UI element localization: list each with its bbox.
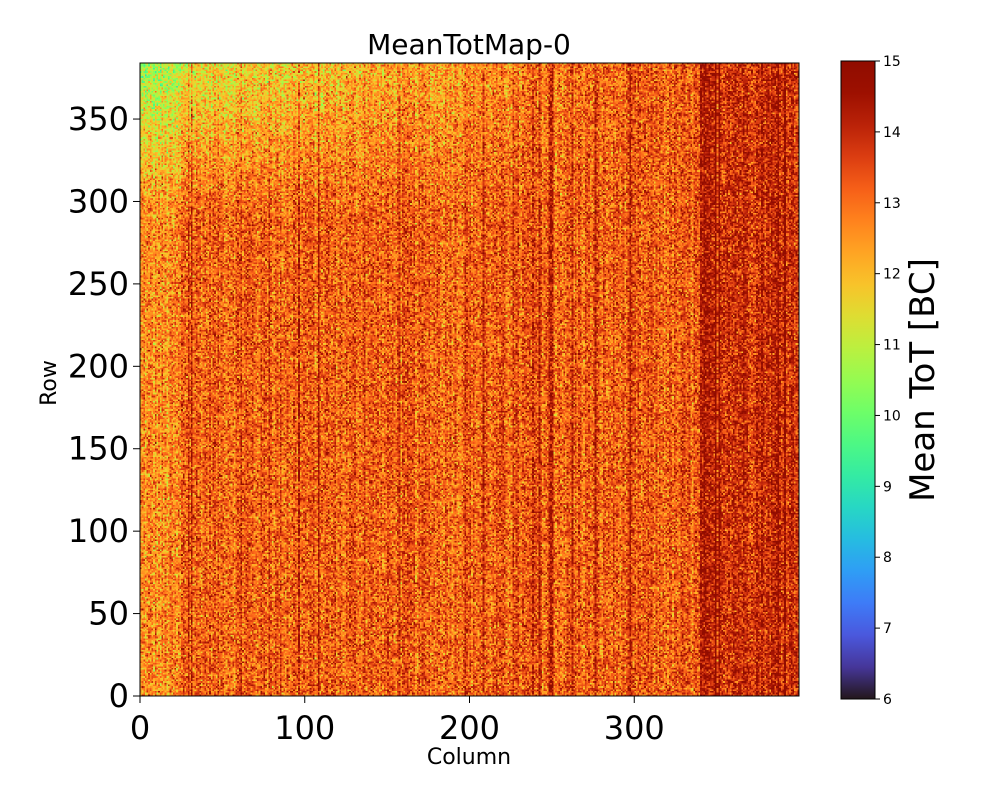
x-tick-label: 100 xyxy=(274,709,335,747)
y-tick-label: 0 xyxy=(109,677,129,715)
colorbar-axis: 6 7 8 9 10 11 12 13 14 15 xyxy=(875,54,901,708)
y-tick-label: 200 xyxy=(68,347,129,385)
y-tick-label: 350 xyxy=(68,100,129,138)
y-axis-label: Row xyxy=(37,360,62,406)
colorbar-tick-label: 8 xyxy=(883,550,892,566)
y-axis: 0 50 100 150 200 250 300 350 xyxy=(68,100,140,715)
y-tick-label: 250 xyxy=(68,265,129,303)
y-tick-label: 300 xyxy=(68,182,129,220)
colorbar-tick-label: 9 xyxy=(883,479,892,495)
colorbar-tick-label: 13 xyxy=(883,196,901,212)
colorbar-tick-label: 11 xyxy=(883,338,901,354)
colorbar-gradient xyxy=(840,60,876,700)
colorbar: 6 7 8 9 10 11 12 13 14 15 Mean ToT [BC] xyxy=(840,54,943,708)
x-tick-label: 0 xyxy=(130,709,150,747)
colorbar-tick-label: 14 xyxy=(883,125,901,141)
colorbar-tick-label: 6 xyxy=(883,692,892,708)
chart-title: MeanTotMap-0 xyxy=(367,28,571,61)
heatmap xyxy=(139,62,800,697)
x-axis-label: Column xyxy=(427,745,511,770)
colorbar-tick-label: 15 xyxy=(883,54,901,70)
heatmap-canvas xyxy=(140,63,799,696)
y-tick-label: 50 xyxy=(88,595,129,633)
y-tick-label: 100 xyxy=(68,512,129,550)
x-tick-label: 300 xyxy=(604,709,665,747)
colorbar-label: Mean ToT [BC] xyxy=(903,258,943,502)
colorbar-tick-label: 10 xyxy=(883,408,901,424)
x-axis: 0 100 200 300 xyxy=(130,696,665,747)
x-tick-label: 200 xyxy=(439,709,500,747)
colorbar-tick-label: 12 xyxy=(883,267,901,283)
colorbar-tick-label: 7 xyxy=(883,621,892,637)
y-tick-label: 150 xyxy=(68,430,129,468)
